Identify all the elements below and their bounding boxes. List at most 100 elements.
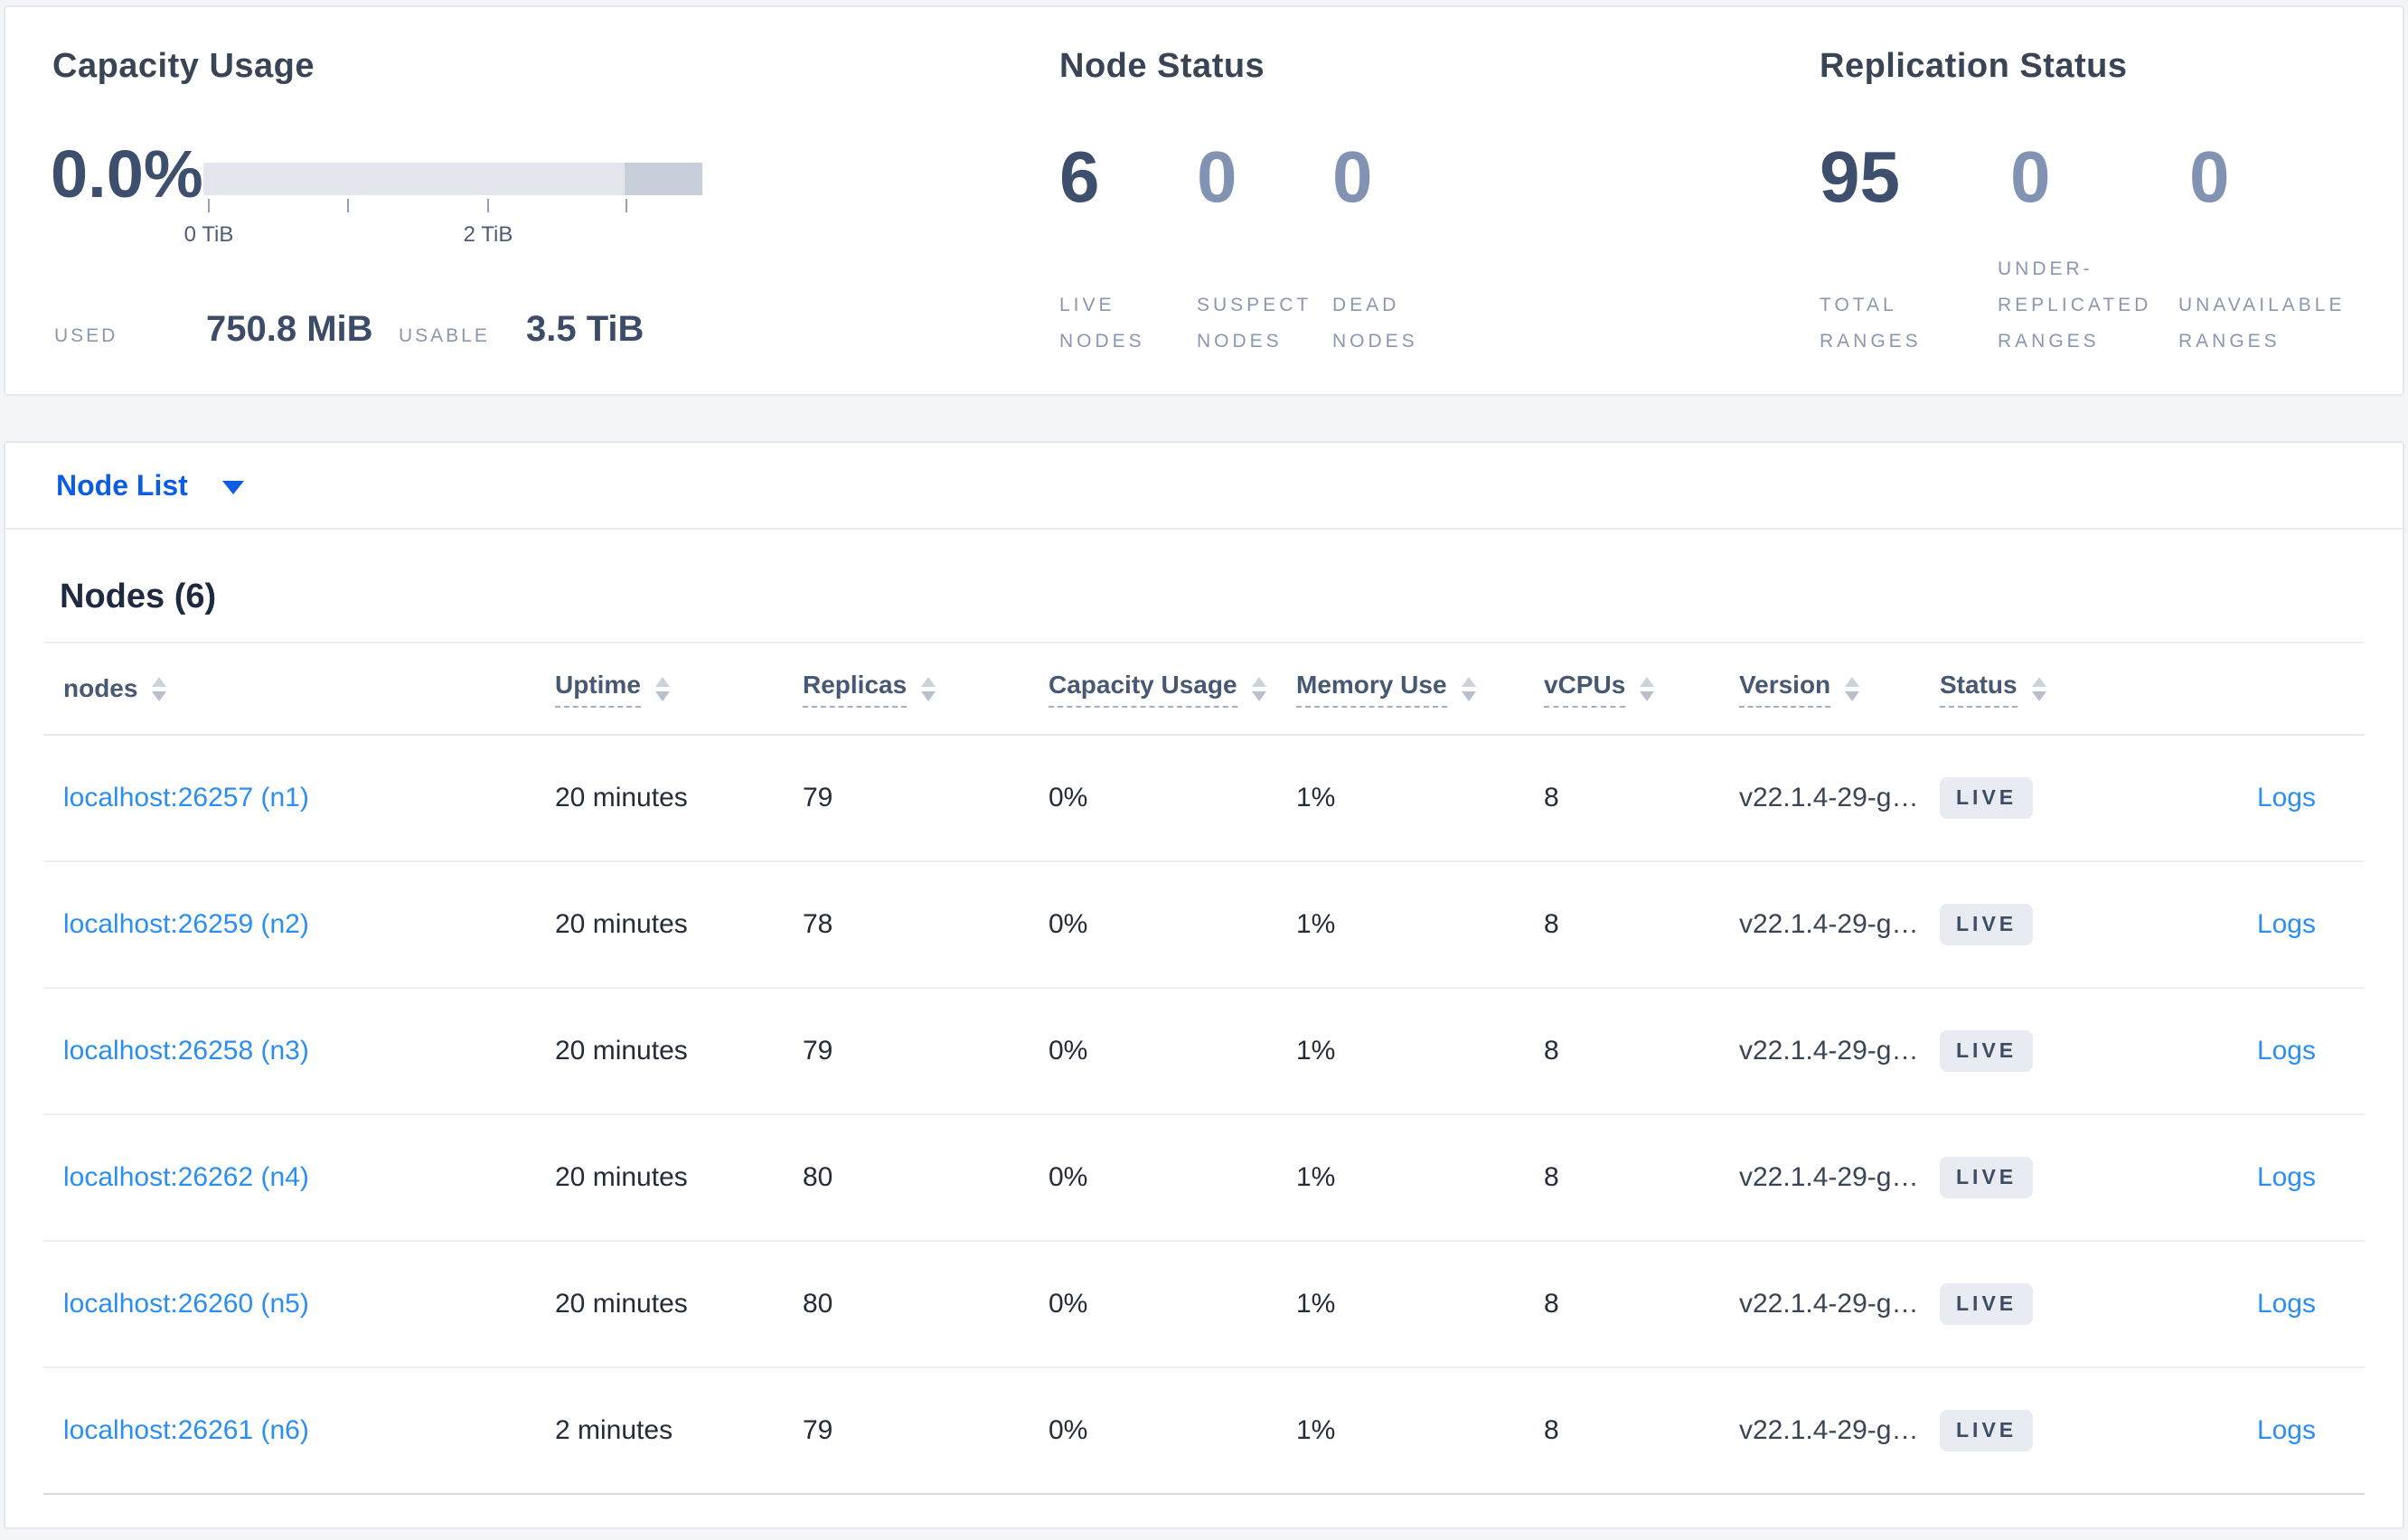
- memory-use-cell: 1%: [1296, 1289, 1336, 1319]
- sort-icon: [1461, 676, 1476, 701]
- capacity-usage-bar: [203, 163, 702, 195]
- status-badge: LIVE: [1940, 1030, 2034, 1072]
- vcpus-cell: 8: [1544, 1289, 1559, 1319]
- live-nodes-count: 6: [1059, 136, 1100, 217]
- uptime-cell: 2 minutes: [555, 1415, 673, 1445]
- memory-use-cell: 1%: [1296, 783, 1336, 812]
- capacity-tick-label-2: 2 TiB: [463, 222, 513, 247]
- vcpus-cell: 8: [1544, 1162, 1559, 1192]
- table-row-node-2: localhost:26259 (n2) 20 minutes 78 0% 1%…: [43, 862, 2365, 989]
- capacity-usage-cell: 0%: [1049, 909, 1088, 939]
- suspect-nodes-label: SUSPECT NODES: [1197, 295, 1312, 352]
- memory-use-cell: 1%: [1296, 1036, 1336, 1066]
- logs-link[interactable]: Logs: [2256, 1415, 2316, 1445]
- column-header-vcpus[interactable]: vCPUs: [1544, 671, 1739, 708]
- status-badge: LIVE: [1940, 1410, 2034, 1451]
- version-cell: v22.1.4-29-g…: [1739, 1415, 1919, 1445]
- sort-icon: [1845, 676, 1860, 701]
- logs-link[interactable]: Logs: [2256, 909, 2316, 939]
- total-ranges-count: 95: [1820, 136, 1900, 217]
- node-link[interactable]: localhost:26257 (n1): [63, 783, 309, 812]
- replicas-cell: 80: [803, 1162, 833, 1192]
- capacity-usage-cell: 0%: [1049, 1289, 1088, 1319]
- capacity-usable-label: USABLE: [399, 325, 490, 346]
- capacity-bar-used-segment: [625, 163, 702, 195]
- capacity-axis-tick: [347, 199, 349, 212]
- logs-link[interactable]: Logs: [2256, 1036, 2316, 1066]
- table-row-node-5: localhost:26260 (n5) 20 minutes 80 0% 1%…: [43, 1242, 2365, 1368]
- column-header-capacity-usage[interactable]: Capacity Usage: [1049, 671, 1296, 708]
- replicas-cell: 79: [803, 1036, 833, 1066]
- uptime-cell: 20 minutes: [555, 1289, 688, 1319]
- node-link[interactable]: localhost:26261 (n6): [63, 1415, 309, 1445]
- status-badge: LIVE: [1940, 1157, 2034, 1198]
- total-ranges-label: TOTAL RANGES: [1820, 295, 1922, 352]
- suspect-nodes-count: 0: [1197, 136, 1237, 217]
- uptime-cell: 20 minutes: [555, 1162, 688, 1192]
- capacity-usage-percent: 0.0%: [51, 136, 203, 211]
- version-cell: v22.1.4-29-g…: [1739, 909, 1919, 939]
- sort-icon: [1640, 676, 1655, 701]
- nodes-table-header-row: nodes Uptime Replicas Capacity Usage Mem…: [43, 643, 2365, 736]
- heading-divider: [43, 642, 2365, 643]
- capacity-axis-tick: [208, 199, 210, 212]
- uptime-cell: 20 minutes: [555, 909, 688, 939]
- node-link[interactable]: localhost:26262 (n4): [63, 1162, 309, 1192]
- version-cell: v22.1.4-29-g…: [1739, 783, 1919, 812]
- version-cell: v22.1.4-29-g…: [1739, 1289, 1919, 1319]
- unavailable-ranges-count: 0: [2189, 136, 2230, 217]
- node-status-title: Node Status: [1059, 47, 1265, 85]
- column-header-version[interactable]: Version: [1739, 671, 1940, 708]
- table-row-node-3: localhost:26258 (n3) 20 minutes 79 0% 1%…: [43, 989, 2365, 1115]
- replicas-cell: 78: [803, 909, 833, 939]
- memory-use-cell: 1%: [1296, 1162, 1336, 1192]
- logs-link[interactable]: Logs: [2256, 1289, 2316, 1319]
- unavailable-ranges-label: UNAVAILABLE RANGES: [2178, 295, 2346, 352]
- replicas-cell: 79: [803, 783, 833, 812]
- column-header-status[interactable]: Status: [1940, 671, 2131, 708]
- capacity-axis-tick: [487, 199, 489, 212]
- vcpus-cell: 8: [1544, 783, 1559, 812]
- vcpus-cell: 8: [1544, 1036, 1559, 1066]
- table-row-node-4: localhost:26262 (n4) 20 minutes 80 0% 1%…: [43, 1115, 2365, 1242]
- status-badge: LIVE: [1940, 777, 2034, 819]
- logs-link[interactable]: Logs: [2256, 1162, 2316, 1192]
- sort-icon: [921, 676, 936, 701]
- replicas-cell: 79: [803, 1415, 833, 1445]
- capacity-usable-value: 3.5 TiB: [526, 309, 644, 349]
- column-header-nodes[interactable]: nodes: [43, 674, 555, 703]
- node-link[interactable]: localhost:26260 (n5): [63, 1289, 309, 1319]
- capacity-usage-cell: 0%: [1049, 783, 1088, 812]
- logs-link[interactable]: Logs: [2256, 783, 2316, 812]
- uptime-cell: 20 minutes: [555, 1036, 688, 1066]
- node-link[interactable]: localhost:26259 (n2): [63, 909, 309, 939]
- column-header-memory-use[interactable]: Memory Use: [1296, 671, 1544, 708]
- memory-use-cell: 1%: [1296, 1415, 1336, 1445]
- column-header-uptime[interactable]: Uptime: [555, 671, 803, 708]
- node-list-dropdown[interactable]: Node List: [5, 443, 2403, 530]
- capacity-tick-label-0: 0 TiB: [183, 222, 234, 247]
- under-replicated-ranges-label: UNDER-REPLICATED RANGES: [1998, 258, 2152, 352]
- sort-icon: [1251, 676, 1266, 701]
- node-link[interactable]: localhost:26258 (n3): [63, 1036, 309, 1066]
- vcpus-cell: 8: [1544, 1415, 1559, 1445]
- live-nodes-label: LIVE NODES: [1059, 295, 1145, 352]
- sort-icon: [2031, 676, 2046, 701]
- sort-icon: [152, 676, 167, 701]
- status-badge: LIVE: [1940, 1283, 2034, 1325]
- status-badge: LIVE: [1940, 904, 2034, 945]
- memory-use-cell: 1%: [1296, 909, 1336, 939]
- dead-nodes-label: DEAD NODES: [1332, 295, 1418, 352]
- nodes-table: nodes Uptime Replicas Capacity Usage Mem…: [43, 643, 2365, 1495]
- capacity-usage-cell: 0%: [1049, 1415, 1088, 1445]
- dead-nodes-count: 0: [1332, 136, 1373, 217]
- node-list-dropdown-label: Node List: [56, 468, 188, 502]
- column-header-replicas[interactable]: Replicas: [803, 671, 1049, 708]
- table-row-node-6: localhost:26261 (n6) 2 minutes 79 0% 1% …: [43, 1368, 2365, 1495]
- capacity-usage-cell: 0%: [1049, 1162, 1088, 1192]
- cluster-summary-card: Capacity Usage 0.0% 0 TiB 2 TiB USED 750…: [4, 5, 2404, 396]
- node-list-card: Node List Nodes (6) nodes Uptime Replica…: [4, 441, 2404, 1529]
- capacity-usage-cell: 0%: [1049, 1036, 1088, 1066]
- table-row-node-1: localhost:26257 (n1) 20 minutes 79 0% 1%…: [43, 736, 2365, 862]
- version-cell: v22.1.4-29-g…: [1739, 1162, 1919, 1192]
